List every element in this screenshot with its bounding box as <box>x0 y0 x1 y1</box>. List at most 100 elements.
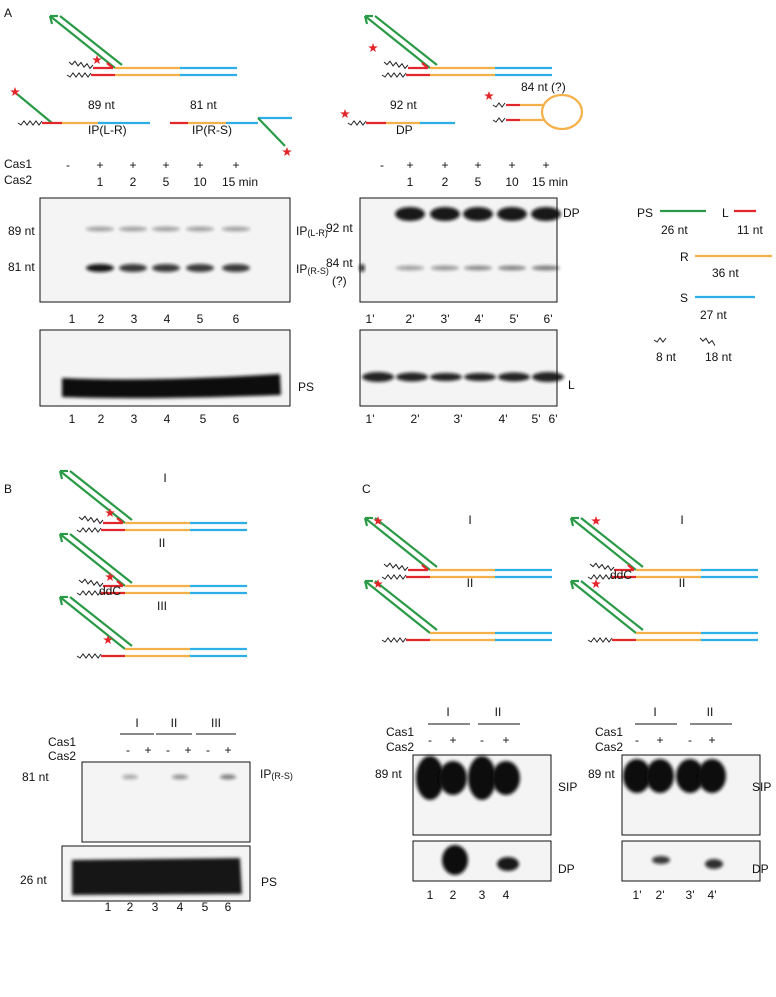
label-main: IP <box>260 767 271 781</box>
label: III <box>157 599 167 613</box>
gel-band <box>442 845 468 875</box>
wavy-strand <box>492 117 506 123</box>
label: 2 <box>98 412 105 426</box>
wavy-strand <box>68 60 94 70</box>
label: IP(R-S) <box>192 123 232 137</box>
label: + <box>708 733 715 747</box>
label: IP(L-R) <box>88 123 127 137</box>
strand <box>374 517 438 568</box>
label: 36 nt <box>712 266 739 280</box>
strand <box>363 15 369 25</box>
label: 2' <box>411 412 420 426</box>
label: 2 <box>98 312 105 326</box>
label: 1 <box>69 412 76 426</box>
label: 26 nt <box>661 223 688 237</box>
label: - <box>380 158 384 172</box>
label: Cas1 <box>386 725 414 739</box>
label: II <box>467 576 474 590</box>
gel-band <box>396 265 424 271</box>
strand <box>116 517 124 524</box>
panel-label: B <box>4 482 12 496</box>
gel-band <box>468 756 496 800</box>
gel-band <box>492 761 520 795</box>
strand <box>59 15 123 66</box>
label-star <box>373 579 383 588</box>
wavy-strand <box>381 72 407 78</box>
strand <box>569 580 575 590</box>
label: II <box>171 716 178 730</box>
strand <box>570 517 637 571</box>
wavy-strand <box>76 653 102 659</box>
label: Cas2 <box>4 173 32 187</box>
label-star <box>103 635 113 644</box>
strand <box>374 580 438 631</box>
gel-image <box>39 197 291 303</box>
label-main: IP <box>296 262 307 276</box>
gel-image <box>81 761 251 843</box>
gel-image <box>621 840 761 882</box>
label: Cas2 <box>595 740 623 754</box>
label: 10 <box>193 175 207 189</box>
gel-band <box>186 264 214 272</box>
label: PS <box>298 380 314 394</box>
label-main: IP <box>296 224 307 238</box>
strand <box>421 62 429 69</box>
label: 89 nt <box>375 767 402 781</box>
label: PS <box>637 206 653 220</box>
label: 4' <box>499 412 508 426</box>
gel-band <box>698 759 726 793</box>
label: 3' <box>454 412 463 426</box>
gel-band <box>705 859 723 869</box>
label: 81 nt <box>190 98 217 112</box>
label: 4' <box>708 888 717 902</box>
band-label: IP(R-S) <box>260 767 293 781</box>
strand <box>49 15 116 69</box>
wavy-strand <box>587 574 613 580</box>
gel-image <box>359 329 558 407</box>
gel-band <box>172 774 188 780</box>
gel-band <box>652 856 670 864</box>
label: + <box>508 158 515 172</box>
label: 3' <box>686 888 695 902</box>
label: + <box>542 158 549 172</box>
label: I <box>468 513 471 527</box>
band-label: IP(R-S) <box>296 262 329 276</box>
gel-image <box>412 840 552 882</box>
strand <box>58 533 64 543</box>
label: - <box>166 743 170 757</box>
label: 15 min <box>222 175 258 189</box>
label-star <box>105 572 115 581</box>
label: + <box>96 158 103 172</box>
label: 4 <box>164 412 171 426</box>
label-sub: (R-S) <box>307 266 329 276</box>
gel-band <box>62 374 281 399</box>
label: 1' <box>366 412 375 426</box>
gel-band <box>152 264 180 272</box>
label: 15 min <box>532 175 568 189</box>
label-star <box>368 43 378 52</box>
gel-band <box>532 372 564 382</box>
label: II <box>707 705 714 719</box>
label: + <box>144 743 151 757</box>
label: I <box>163 471 166 485</box>
strand <box>363 517 369 527</box>
label: DP <box>558 862 575 876</box>
label: SIP <box>752 780 771 794</box>
label: + <box>184 743 191 757</box>
label-star <box>591 516 601 525</box>
strand <box>364 580 431 634</box>
strand <box>580 580 644 631</box>
wavy-strand <box>76 590 102 596</box>
strand <box>364 517 431 571</box>
label: PS <box>261 875 277 889</box>
label: 1' <box>633 888 642 902</box>
label: 84 nt <box>326 256 353 270</box>
strand <box>59 596 126 650</box>
label: II <box>159 536 166 550</box>
wavy-strand <box>383 562 409 572</box>
label: 6 <box>225 900 232 914</box>
modification-label: ddC <box>99 584 121 598</box>
label: 10 <box>505 175 519 189</box>
label: 4 <box>503 888 510 902</box>
label: 89 nt <box>8 224 35 238</box>
